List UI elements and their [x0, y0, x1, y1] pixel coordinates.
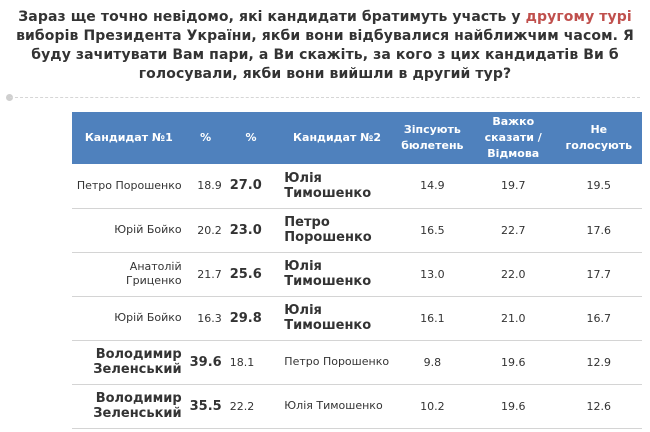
cand1-cell: Володимир Зеленський — [93, 391, 182, 421]
pct2-cell: 27.0 — [229, 178, 262, 194]
divider-line — [10, 97, 640, 98]
table-header-row: Кандидат №1 % % Кандидат №2 Зіпсують бюл… — [72, 112, 642, 164]
pct1-cell: 16.3 — [197, 311, 222, 325]
cand2-cell: Юлія Тимошенко — [284, 170, 372, 201]
header-novote: Не голосують — [555, 112, 642, 164]
header-cand1: Кандидат №1 — [72, 112, 186, 164]
novote-cell: 17.6 — [586, 223, 612, 237]
cand1-cell: Анатолій Гриценко — [125, 260, 182, 287]
cand2-cell: Петро Порошенко — [284, 215, 372, 245]
header-cand2: Кандидат №2 — [276, 112, 394, 164]
cand1-cell: Юрій Бойко — [114, 311, 182, 324]
hard-cell: 19.6 — [500, 399, 526, 413]
header-pct1: % — [185, 112, 226, 164]
pct2-cell: 25.6 — [229, 266, 262, 282]
table-row: Володимир Зеленський 35.5 22.2 Юлія Тимо… — [72, 384, 642, 428]
cand1-cell: Петро Порошенко — [76, 178, 182, 192]
cand2-cell: Юлія Тимошенко — [284, 259, 372, 289]
table-row: Юрій Бойко 20.2 23.0 Петро Порошенко 16.… — [72, 208, 642, 252]
header-spoil: Зіпсують бюлетень — [393, 112, 471, 164]
results-table: Кандидат №1 % % Кандидат №2 Зіпсують бюл… — [72, 112, 642, 429]
hard-cell: 22.7 — [500, 223, 526, 237]
novote-cell: 12.6 — [586, 399, 612, 413]
cand2-cell: Петро Порошенко — [284, 355, 390, 368]
hard-cell: 22.0 — [500, 267, 526, 281]
pct2-cell: 23.0 — [229, 222, 262, 238]
question-highlight: другому турі — [525, 9, 632, 25]
cand2-cell: Юлія Тимошенко — [284, 399, 383, 412]
novote-cell: 12.9 — [586, 355, 612, 369]
table-row: Анатолій Гриценко 21.7 25.6 Юлія Тимошен… — [72, 252, 642, 296]
question-part1: Зараз ще точно невідомо, які кандидати б… — [18, 9, 526, 25]
cand2-cell: Юлія Тимошенко — [284, 303, 372, 333]
pct1-cell: 21.7 — [197, 267, 222, 281]
cand1-cell: Юрій Бойко — [114, 223, 182, 236]
novote-cell: 19.5 — [586, 179, 612, 193]
table-row: Петро Порошенко 18.9 27.0 Юлія Тимошенко… — [72, 164, 642, 208]
spoil-cell: 14.9 — [420, 179, 445, 193]
question-text: Зараз ще точно невідомо, які кандидати б… — [0, 8, 650, 84]
pct1-cell: 20.2 — [197, 223, 222, 237]
pct1-cell: 35.5 — [189, 398, 222, 414]
spoil-cell: 16.5 — [420, 223, 445, 237]
spoil-cell: 9.8 — [423, 355, 442, 369]
spoil-cell: 13.0 — [420, 267, 445, 281]
spoil-cell: 10.2 — [420, 399, 445, 413]
header-pct2: % — [225, 112, 277, 164]
spoil-cell: 16.1 — [420, 311, 445, 325]
pct1-cell: 18.9 — [197, 179, 222, 193]
divider-dot — [6, 94, 13, 101]
table-row: Володимир Зеленський 39.6 18.1 Петро Пор… — [72, 340, 642, 384]
hard-cell: 19.7 — [500, 179, 526, 193]
novote-cell: 17.7 — [586, 267, 612, 281]
question-part2: виборів Президента України, якби вони ві… — [16, 28, 634, 82]
cand1-cell: Володимир Зеленський — [93, 347, 182, 377]
pct1-cell: 39.6 — [189, 354, 222, 370]
hard-cell: 19.6 — [500, 355, 526, 369]
hard-cell: 21.0 — [500, 311, 526, 325]
header-hard: Важко сказати / Відмова — [470, 112, 556, 164]
novote-cell: 16.7 — [586, 311, 612, 325]
pct2-cell: 22.2 — [229, 399, 255, 413]
table-row: Юрій Бойко 16.3 29.8 Юлія Тимошенко 16.1… — [72, 296, 642, 340]
pct2-cell: 29.8 — [229, 310, 262, 326]
pct2-cell: 18.1 — [229, 355, 255, 369]
